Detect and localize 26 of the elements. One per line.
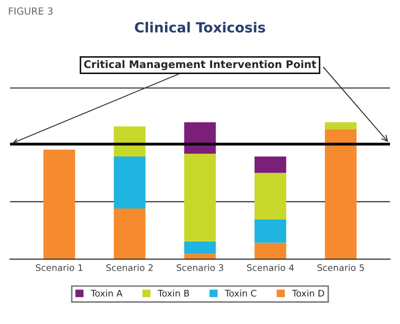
x-tick-label: Scenario 2 [106,264,153,272]
legend-label: Toxin A [90,290,122,297]
bar [114,208,146,260]
bar [184,241,216,254]
bar [324,129,357,260]
bar [324,122,357,130]
bar [114,156,146,209]
legend-label: Toxin C [224,290,256,297]
bar [43,150,76,260]
legend-label: Toxin D [292,290,324,297]
x-tick-label: Scenario 3 [176,264,224,272]
bar [254,219,286,243]
bar [184,254,216,260]
ref-line-label: Critical Management Intervention Point [84,60,316,70]
x-tick-label: Scenario 5 [317,264,364,272]
bar [254,172,286,220]
bar [114,126,146,156]
bar [184,154,216,242]
bar [184,122,216,154]
x-tick-label: Scenario 4 [247,264,294,272]
caption: FIGURE 3 [8,7,53,15]
bar [254,242,286,260]
chart-title: Clinical Toxicosis [134,22,266,33]
x-tick-label: Scenario 1 [36,264,82,272]
bar [254,156,286,173]
legend-label: Toxin B [158,290,189,297]
